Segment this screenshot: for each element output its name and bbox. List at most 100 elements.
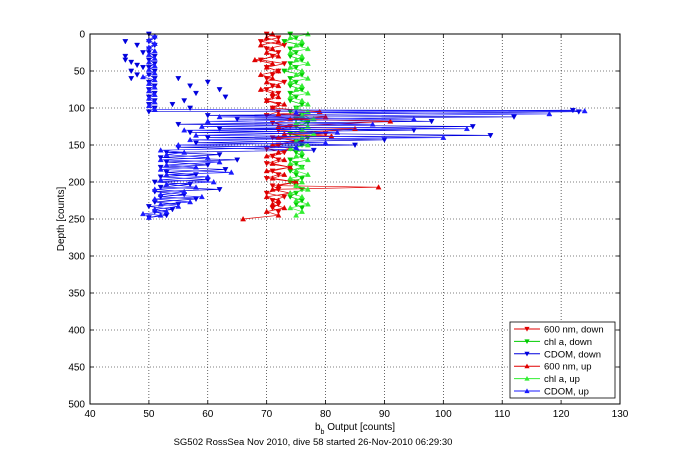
data-point xyxy=(293,144,300,150)
data-point xyxy=(281,61,288,67)
data-point xyxy=(128,68,135,75)
data-point xyxy=(216,113,223,120)
data-point xyxy=(304,201,311,207)
data-point xyxy=(375,184,382,190)
data-point xyxy=(157,191,164,197)
data-point xyxy=(293,167,300,174)
data-point xyxy=(263,190,270,197)
data-point xyxy=(463,125,470,132)
data-point xyxy=(287,49,294,55)
data-point xyxy=(293,182,300,188)
data-point xyxy=(145,109,152,115)
data-point xyxy=(187,198,194,205)
data-point xyxy=(263,79,270,85)
data-point xyxy=(140,50,146,56)
y-tick-label: 0 xyxy=(79,30,85,41)
data-point xyxy=(310,130,317,137)
legend-label: 600 nm, down xyxy=(544,325,604,336)
data-point xyxy=(304,171,311,177)
data-point xyxy=(145,66,152,72)
data-point xyxy=(299,164,305,170)
data-point xyxy=(151,33,158,39)
data-point xyxy=(304,156,311,163)
legend-entry: chl a, up xyxy=(514,374,580,385)
data-point xyxy=(145,102,152,109)
data-point xyxy=(151,40,158,46)
data-point xyxy=(287,190,294,196)
y-tick-label: 50 xyxy=(74,67,86,78)
x-axis-label-main: b xyxy=(315,422,321,433)
data-point xyxy=(287,175,294,181)
data-point xyxy=(134,42,141,49)
data-point xyxy=(299,176,305,182)
data-point xyxy=(193,140,199,146)
data-point xyxy=(287,34,294,40)
data-point xyxy=(369,121,376,127)
data-point xyxy=(204,173,211,180)
data-point xyxy=(157,184,164,191)
y-tick-label: 400 xyxy=(68,326,85,337)
data-point xyxy=(151,70,158,76)
data-point xyxy=(151,99,158,105)
data-point xyxy=(352,142,358,149)
data-point xyxy=(293,109,300,115)
data-point xyxy=(157,147,164,153)
legend-marker xyxy=(524,351,530,357)
data-point xyxy=(269,60,276,66)
data-point xyxy=(128,59,135,66)
y-tick-label: 150 xyxy=(68,141,85,152)
data-point xyxy=(410,116,417,122)
data-point xyxy=(134,72,141,78)
y-tick-label: 300 xyxy=(68,252,85,263)
data-point xyxy=(299,178,305,185)
data-point xyxy=(281,171,288,177)
data-point xyxy=(175,121,182,128)
data-point xyxy=(187,136,194,143)
data-point xyxy=(299,82,305,89)
data-point xyxy=(257,42,264,48)
data-point xyxy=(293,42,300,48)
data-point xyxy=(163,181,170,187)
data-point xyxy=(257,86,264,92)
data-point xyxy=(287,76,294,82)
legend-label: CDOM, up xyxy=(544,387,589,398)
y-tick-label: 450 xyxy=(68,363,85,374)
data-point xyxy=(145,87,152,94)
data-point xyxy=(281,79,288,86)
data-point xyxy=(122,53,129,60)
data-point xyxy=(169,102,176,108)
data-point xyxy=(269,160,276,166)
y-tick-label: 100 xyxy=(68,104,85,115)
data-point xyxy=(163,151,170,157)
data-point xyxy=(128,76,135,82)
data-point xyxy=(163,208,170,214)
data-point xyxy=(275,197,282,203)
data-point xyxy=(381,137,388,143)
data-point xyxy=(287,79,294,85)
data-point xyxy=(275,50,282,56)
data-point xyxy=(240,215,247,222)
data-point xyxy=(198,123,205,129)
data-point xyxy=(216,152,223,158)
data-point xyxy=(293,86,300,92)
data-point xyxy=(163,171,170,177)
data-point xyxy=(287,64,294,70)
x-tick-label: 70 xyxy=(261,409,273,420)
data-point xyxy=(145,51,152,57)
x-axis: 40 50 60 70 80 90 100 110 120 130 xyxy=(84,34,629,420)
data-point xyxy=(304,45,311,52)
data-point xyxy=(334,129,341,135)
data-point xyxy=(511,114,517,120)
data-point xyxy=(263,161,270,167)
data-point xyxy=(304,101,311,107)
data-point xyxy=(287,145,294,151)
series-2 xyxy=(145,31,582,221)
data-point xyxy=(275,212,282,218)
data-point xyxy=(210,178,217,185)
data-point xyxy=(187,105,194,112)
data-point xyxy=(569,107,576,114)
data-point xyxy=(269,186,276,192)
x-tick-label: 60 xyxy=(202,409,214,420)
x-axis-label: bb Output [counts] xyxy=(315,422,395,436)
